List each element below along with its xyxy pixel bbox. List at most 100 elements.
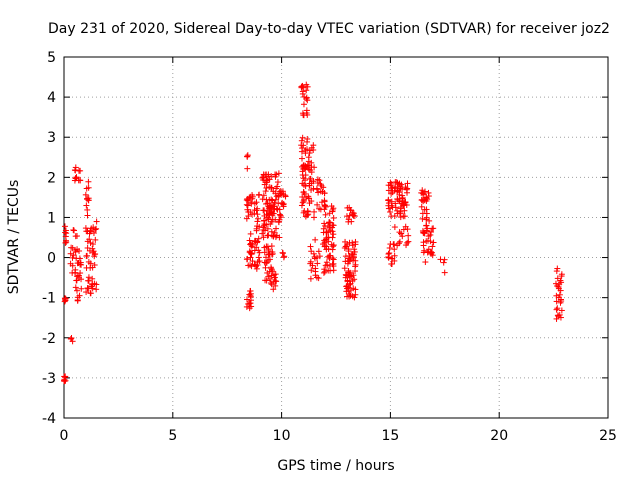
data-point <box>423 222 430 229</box>
data-point <box>244 152 251 159</box>
data-point <box>260 192 267 199</box>
data-point <box>251 247 258 254</box>
data-point <box>391 246 398 253</box>
data-point <box>254 218 261 225</box>
data-point <box>253 199 260 206</box>
data-point <box>271 199 278 206</box>
data-point <box>83 289 90 296</box>
data-point <box>553 315 560 322</box>
data-point <box>272 196 279 203</box>
data-point <box>72 269 79 276</box>
data-point <box>68 334 75 341</box>
x-tick-label: 10 <box>273 428 291 444</box>
data-point <box>248 199 255 206</box>
data-point <box>272 173 279 180</box>
data-point <box>74 246 81 253</box>
data-point <box>440 259 447 266</box>
data-point <box>385 202 392 209</box>
data-point <box>403 242 410 249</box>
data-point <box>274 206 281 213</box>
data-point <box>270 286 277 293</box>
data-point <box>352 291 359 298</box>
data-point <box>78 261 85 268</box>
data-point <box>253 225 260 232</box>
y-tick-label: -4 <box>42 411 56 427</box>
data-point <box>441 269 448 276</box>
data-point <box>68 244 75 251</box>
data-point <box>554 305 561 312</box>
data-point <box>256 258 263 265</box>
data-point <box>298 137 305 144</box>
data-point <box>84 212 91 219</box>
data-point <box>247 230 254 237</box>
data-point <box>398 200 405 207</box>
data-point <box>261 207 268 214</box>
data-point <box>73 174 80 181</box>
y-tick-label: 4 <box>47 90 56 106</box>
data-point <box>85 285 92 292</box>
data-point <box>252 262 259 269</box>
data-point <box>556 291 563 298</box>
data-point <box>243 256 250 263</box>
data-point <box>83 228 90 235</box>
data-point <box>385 254 392 261</box>
data-point <box>423 194 430 201</box>
data-point <box>298 155 305 162</box>
data-point <box>398 230 405 237</box>
data-point <box>314 201 321 208</box>
data-point <box>305 211 312 218</box>
data-point <box>300 175 307 182</box>
data-point <box>69 338 76 345</box>
data-point <box>556 311 563 318</box>
data-point <box>263 259 270 266</box>
y-tick-label: -3 <box>42 371 56 387</box>
data-point <box>89 275 96 282</box>
data-point <box>345 216 352 223</box>
data-point <box>342 258 349 265</box>
data-point <box>311 255 318 262</box>
data-point <box>396 238 403 245</box>
data-point <box>266 204 273 211</box>
data-point <box>279 188 286 195</box>
data-point <box>77 270 84 277</box>
data-point <box>385 205 392 212</box>
data-point <box>69 262 76 269</box>
data-point <box>248 242 255 249</box>
data-point <box>275 170 282 177</box>
data-point <box>62 297 69 304</box>
data-point <box>300 209 307 216</box>
data-point <box>344 241 351 248</box>
data-point <box>394 242 401 249</box>
data-point <box>391 252 398 259</box>
x-tick-label: 0 <box>60 428 69 444</box>
data-point <box>385 187 392 194</box>
data-point <box>311 208 318 215</box>
y-axis-label: SDTVAR / TECUs <box>6 180 22 295</box>
data-point <box>423 210 430 217</box>
data-point <box>262 188 269 195</box>
data-point <box>246 237 253 244</box>
data-point <box>299 180 306 187</box>
data-point <box>76 255 83 262</box>
data-point <box>425 246 432 253</box>
data-point <box>351 246 358 253</box>
data-point <box>349 211 356 218</box>
data-point <box>276 211 283 218</box>
data-point <box>87 260 94 267</box>
data-point <box>303 94 310 101</box>
data-point <box>348 251 355 258</box>
data-point <box>424 237 431 244</box>
data-point <box>256 249 263 256</box>
data-point <box>389 204 396 211</box>
data-point <box>74 297 81 304</box>
data-point <box>557 277 564 284</box>
data-point <box>76 274 83 281</box>
data-point <box>272 282 279 289</box>
data-point <box>85 178 92 185</box>
data-point <box>387 179 394 186</box>
data-point <box>71 227 78 234</box>
data-point <box>553 292 560 299</box>
data-point <box>71 167 78 174</box>
data-point <box>266 250 273 257</box>
data-point <box>245 209 252 216</box>
